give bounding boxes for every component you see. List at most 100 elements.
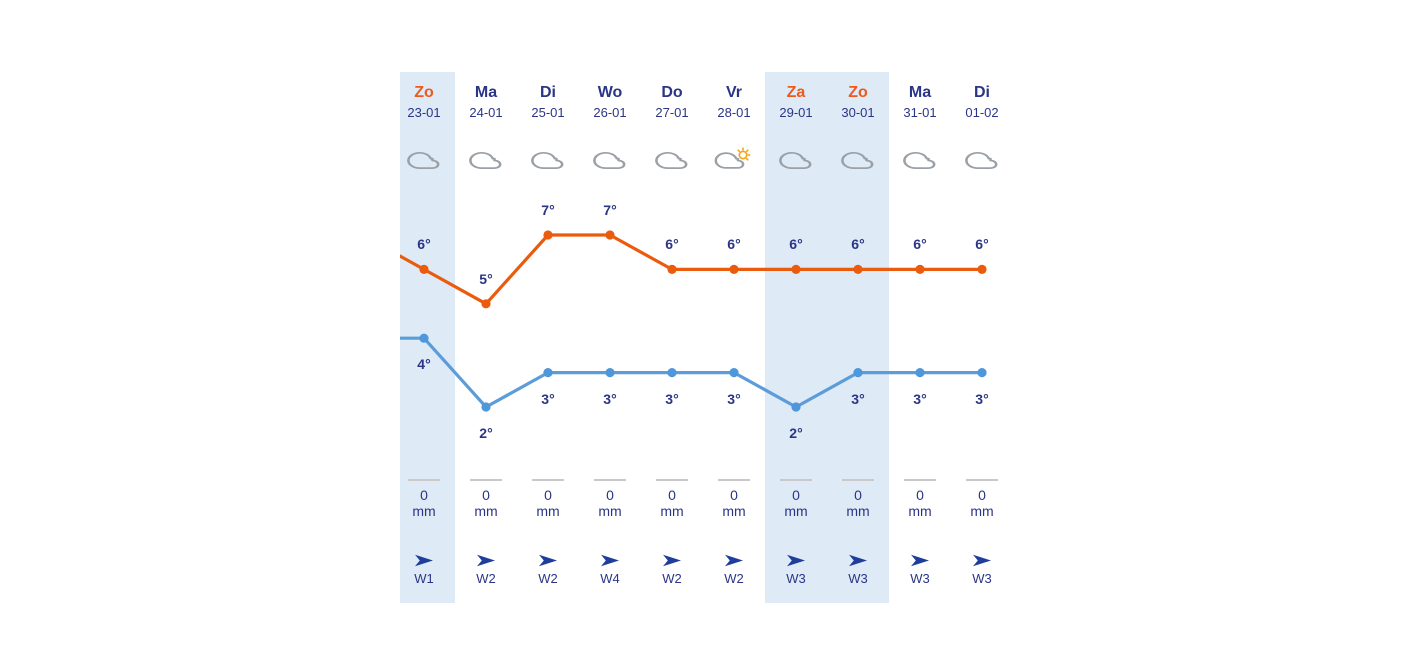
- wind-force-label: W3: [786, 571, 806, 586]
- precip-value: 0: [668, 487, 676, 503]
- weather-icon: [400, 149, 455, 172]
- weather-icon: [889, 149, 951, 172]
- weather-icon: [951, 149, 1013, 172]
- forecast-day-column[interactable]: Di 01-02 0 mm W3: [951, 72, 1013, 603]
- min-temp-label: 4°: [417, 356, 431, 373]
- weather-icon: [579, 149, 641, 172]
- forecast-day-column[interactable]: Ma 24-01 0 mm W2: [455, 72, 517, 603]
- wind-direction-icon: [787, 554, 805, 567]
- forecast-day-column[interactable]: Do 27-01 0 mm W2: [641, 72, 703, 603]
- precip-unit: mm: [536, 503, 560, 519]
- forecast-day-column[interactable]: Ma 31-01 0 mm W3: [889, 72, 951, 603]
- day-label: Vr: [725, 84, 742, 101]
- wind-icon-wrap: [765, 554, 827, 567]
- precip-value: 0: [792, 487, 800, 503]
- wind-direction-icon: [539, 554, 557, 567]
- wind-icon-wrap: [579, 554, 641, 567]
- precip-unit: mm: [970, 503, 994, 519]
- day-label: Ma: [908, 84, 932, 101]
- cloud-icon: [407, 151, 440, 170]
- min-temp-point: [729, 368, 739, 378]
- date-label: 24-01: [469, 105, 503, 120]
- max-temp-label: 7°: [541, 202, 555, 218]
- max-temp-point: [915, 264, 925, 274]
- wind-direction-icon: [663, 554, 681, 567]
- precip-value: 0: [482, 487, 490, 503]
- wind-icon-wrap: [517, 554, 579, 567]
- cloud-icon: [965, 151, 998, 170]
- precip-unit: mm: [474, 503, 498, 519]
- wind-force-label: W2: [662, 571, 682, 586]
- cloud-icon: [593, 151, 626, 170]
- cloud-icon: [469, 151, 502, 170]
- wind-icon-wrap: [641, 554, 703, 567]
- wind-icon-wrap: [951, 554, 1013, 567]
- precip-bar: [470, 479, 502, 481]
- cloud-icon: [779, 151, 812, 170]
- wind-force-label: W2: [476, 571, 496, 586]
- precip-bar: [966, 479, 998, 481]
- precip-bar: [904, 479, 936, 481]
- date-label: 30-01: [841, 105, 875, 120]
- forecast-day-column[interactable]: Za 29-01 0 mm W3: [765, 72, 827, 603]
- day-label: Wo: [597, 84, 623, 101]
- min-temp-label: 3°: [603, 390, 617, 407]
- temperature-chart: [400, 230, 987, 412]
- wind-icon-wrap: [400, 554, 455, 567]
- max-temp-point: [605, 230, 615, 240]
- weather-icon: [641, 149, 703, 172]
- wind-icon-wrap: [889, 554, 951, 567]
- max-temp-label: 6°: [851, 236, 865, 253]
- weather-icon: [765, 149, 827, 172]
- precip-bar: [408, 479, 440, 481]
- wind-force-label: W1: [414, 571, 434, 586]
- date-label: 26-01: [593, 105, 627, 120]
- day-label: Do: [661, 84, 683, 101]
- precip-unit: mm: [598, 503, 622, 519]
- min-temp-point: [481, 402, 491, 412]
- max-temp-point: [667, 264, 677, 274]
- date-label: 25-01: [531, 105, 565, 120]
- date-label: 23-01: [407, 105, 441, 120]
- max-temp-point: [977, 264, 987, 274]
- forecast-day-column[interactable]: Di 25-01 0 mm W2: [517, 72, 579, 603]
- forecast-day-column[interactable]: Zo 30-01 0 mm W3: [827, 72, 889, 603]
- max-temp-point: [853, 264, 863, 274]
- cloud-icon: [903, 151, 936, 170]
- precip-value: 0: [916, 487, 924, 503]
- min-temp-point: [605, 368, 615, 378]
- weather-icon: [517, 149, 579, 172]
- min-temp-label: 3°: [913, 390, 927, 407]
- weather-icon: [827, 149, 889, 172]
- min-temp-point: [791, 402, 801, 412]
- wind-force-label: W2: [538, 571, 558, 586]
- day-label: Zo: [414, 84, 434, 101]
- min-temp-point: [543, 368, 553, 378]
- forecast-columns-strip: Zo 23-01 0 mm W1 Ma 24-01 0 mm W2 Di 25-01…: [400, 72, 1013, 603]
- forecast-day-column[interactable]: Vr 28-01 0 mm W2: [703, 72, 765, 603]
- ten-day-weather-forecast: Zo 23-01 0 mm W1 Ma 24-01 0 mm W2 Di 25-01…: [400, 72, 1013, 603]
- precip-bar: [594, 479, 626, 481]
- max-temp-label: 5°: [479, 270, 493, 287]
- max-temp-point: [729, 264, 739, 274]
- day-label: Za: [786, 84, 806, 101]
- wind-direction-icon: [725, 554, 743, 567]
- wind-direction-icon: [601, 554, 619, 567]
- wind-icon-wrap: [455, 554, 517, 567]
- precip-bar: [532, 479, 564, 481]
- max-temp-label: 7°: [603, 202, 617, 218]
- wind-direction-icon: [477, 554, 495, 567]
- min-temp-label: 3°: [851, 390, 865, 407]
- wind-direction-icon: [849, 554, 867, 567]
- cloud-sun-icon: [714, 147, 751, 169]
- date-label: 28-01: [717, 105, 751, 120]
- wind-force-label: W3: [848, 571, 868, 586]
- min-temp-label: 2°: [479, 425, 493, 441]
- precip-value: 0: [730, 487, 738, 503]
- weather-icon: [455, 149, 517, 172]
- forecast-day-column[interactable]: Wo 26-01 0 mm W4: [579, 72, 641, 603]
- wind-force-label: W2: [724, 571, 744, 586]
- precip-unit: mm: [660, 503, 684, 519]
- precip-value: 0: [544, 487, 552, 503]
- max-temp-point: [791, 264, 801, 274]
